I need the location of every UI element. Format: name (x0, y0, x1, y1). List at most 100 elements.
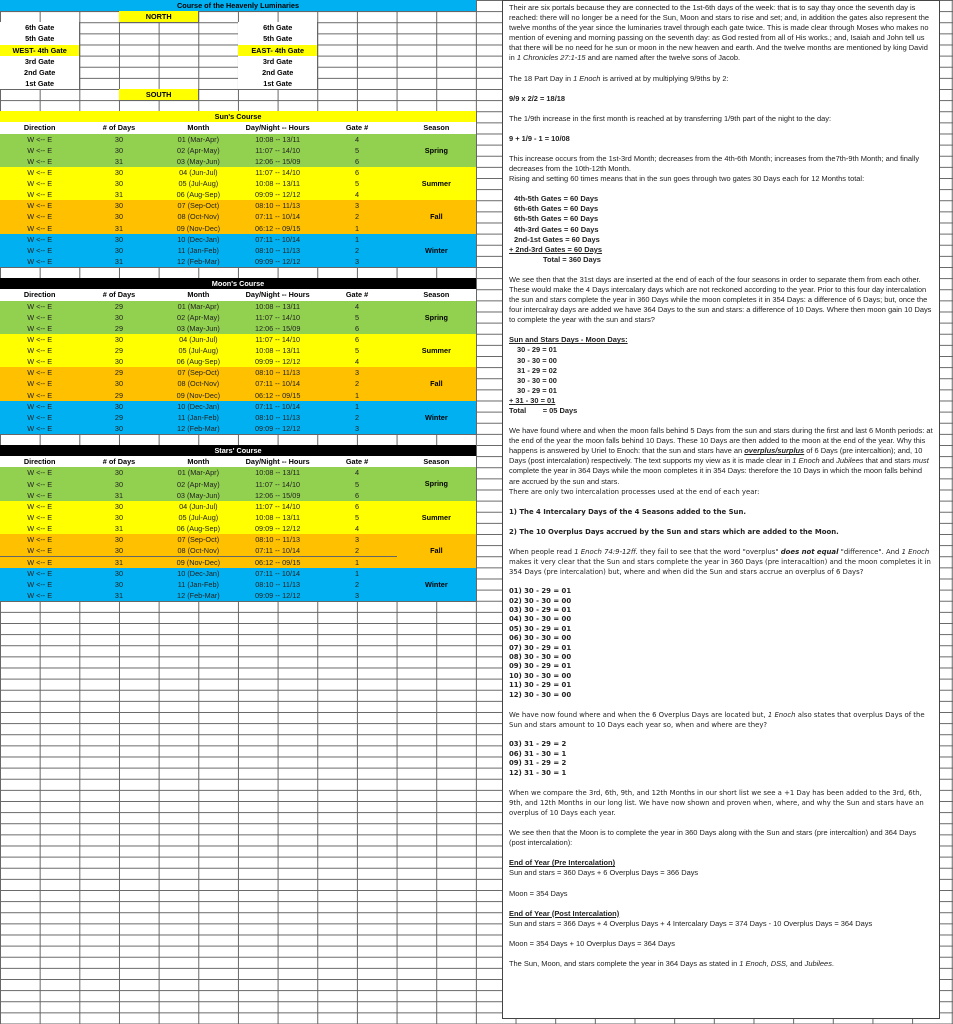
sheet-title[interactable]: Course of the Heavenly Luminaries (0, 0, 478, 13)
long-list-line: 11) 30 - 29 = 01 (509, 681, 572, 690)
diff-heading: Sun and Stars Days - Moon Days: (509, 335, 628, 345)
emphasis-text: 1 Enoch (901, 547, 930, 556)
paragraph-portals: Their are six portals because they are c… (509, 3, 933, 64)
paragraph-6-overplus: We have now found where and when the 6 O… (509, 710, 933, 730)
paragraph-31st-days: We see then that the 31st days are inser… (509, 274, 932, 325)
season-cell[interactable]: Summer (396, 166, 478, 202)
post-intercalation-heading: End of Year (Post Intercalation) (509, 908, 620, 918)
table-cell[interactable]: W <-- E (0, 255, 81, 269)
table-cell[interactable]: 12 (Feb-Mar) (158, 589, 239, 602)
long-list-line: 02) 30 - 30 = 00 (509, 596, 572, 605)
long-list: 01) 30 - 29 = 01 02) 30 - 30 = 00 03) 30 -… (509, 587, 933, 700)
short-list: 03) 31 - 29 = 2 06) 31 - 30 = 1 09) 31 - 2… (509, 740, 933, 778)
long-list-line: 09) 30 - 29 = 01 (509, 662, 572, 671)
season-cell[interactable]: Spring (396, 133, 478, 168)
paragraph-conclusion: The Sun, Moon, and stars complete the ye… (509, 959, 933, 969)
long-list-line: 08) 30 - 30 = 00 (509, 653, 572, 662)
pre-moon: Moon = 354 Days (509, 888, 568, 898)
north-label[interactable]: NORTH (119, 11, 200, 24)
diff-line: 30 - 29 = 01 (517, 345, 557, 355)
emphasis-text: Jubilees (804, 958, 832, 968)
long-list-line: 10) 30 - 30 = 00 (509, 671, 572, 680)
text-segment: Their are six portals because they are c… (509, 3, 930, 63)
pre-intercalation-heading: End of Year (Pre Intercalation) (509, 858, 616, 868)
table-cell[interactable]: W <-- E (0, 589, 81, 602)
short-list-line: 09) 31 - 29 = 2 (509, 759, 567, 768)
text-segment: and are named after the twelve sons of J… (585, 53, 741, 63)
emphasis-text: 1 Enoch (573, 73, 601, 83)
text-segment: makes it very clear that the Sun and sta… (509, 558, 931, 577)
season-cell[interactable]: Summer (396, 333, 478, 369)
season-cell[interactable]: Fall (396, 367, 478, 402)
season-cell[interactable]: Winter (396, 233, 478, 269)
table-cell[interactable]: 12 (Feb-Mar) (158, 255, 239, 269)
paragraph-moon-behind: We have found where and when the moon fa… (509, 426, 933, 487)
table-cell[interactable]: W <-- E (0, 422, 81, 436)
paragraph-moon-complete: We see then that the Moon is to complete… (509, 828, 917, 848)
emphasis-text: overplus/surplus (744, 446, 805, 456)
text-segment: also states that overplus Days of the Su… (509, 711, 925, 730)
paragraph-18-part: The 18 Part Day in 1 Enoch is arrived at… (509, 74, 933, 84)
diff-line: 31 - 29 = 02 (517, 365, 557, 375)
season-cell[interactable]: Spring (396, 300, 478, 335)
text-segment: complete the year in 364 Days while the … (509, 466, 923, 486)
paragraph-increase: The 1/9th increase in the first month is… (509, 113, 832, 123)
table-cell[interactable]: 30 (79, 422, 160, 436)
text-segment: is arrived at by multiplying 9/9ths by 2… (600, 73, 729, 83)
season-cell[interactable]: Fall (396, 534, 478, 569)
table-cell[interactable]: 31 (79, 255, 160, 269)
emphasis-text: Jubilees (836, 456, 864, 466)
table-cell[interactable]: 31 (79, 589, 160, 602)
paragraph-rising: Rising and setting 60 times means that i… (509, 174, 865, 184)
west-gate-label[interactable]: 1st Gate (0, 77, 81, 91)
season-cell[interactable]: Fall (396, 200, 478, 235)
east-gate-label[interactable]: 1st Gate (238, 77, 319, 91)
gate-sum-line: 4th-3rd Gates = 60 Days (514, 224, 599, 234)
post-moon: Moon = 354 Days + 10 Overplus Days = 364… (509, 938, 675, 948)
heading-intercalary: 1) The 4 Intercalary Days of the 4 Seaso… (509, 507, 746, 516)
emphasis-text: 1 Enoch (767, 711, 796, 720)
diff-list: 30 - 29 = 01 30 - 30 = 00 31 - 29 = 02 30 -… (509, 345, 933, 406)
diff-line: 30 - 29 = 01 (517, 385, 557, 395)
heading-overplus: 2) The 10 Overplus Days accrued by the S… (509, 527, 839, 536)
paragraph-occurs: This increase occurs from the 1st-3rd Mo… (509, 153, 920, 174)
season-cell[interactable]: Winter (396, 400, 478, 436)
text-segment: We have now found where and when the 6 O… (509, 711, 768, 720)
gate-sum-line: 4th-5th Gates = 60 Days (514, 194, 599, 204)
text-segment: The Sun, Moon, and stars complete the ye… (509, 958, 740, 968)
post-sun-stars: Sun and stars = 366 Days + 4 Overplus Da… (509, 918, 873, 928)
gate-sum-line: 6th-5th Gates = 60 Days (514, 214, 599, 224)
short-list-line: 03) 31 - 29 = 2 (509, 740, 567, 749)
gate-sum-line: 6th-6th Gates = 60 Days (514, 204, 599, 214)
emphasis-text: 1 Enoch (792, 456, 820, 466)
long-list-line: 03) 30 - 29 = 01 (509, 606, 572, 615)
diff-line: + 31 - 30 = 01 (509, 395, 556, 405)
pre-sun-stars: Sun and stars = 360 Days + 6 Overplus Da… (509, 868, 699, 878)
text-segment: and (819, 456, 837, 466)
text-segment: they fail to see that the word "overplus… (637, 547, 781, 556)
emphasis-text: 1 Enoch 74:9-12ff. (574, 547, 638, 556)
table-cell[interactable]: 09:09 -- 12/12 (238, 255, 319, 269)
table-cell[interactable]: 3 (317, 255, 398, 269)
emphasis-text: 1 Chronicles 27:1-15 (516, 53, 586, 63)
table-cell[interactable]: 3 (317, 589, 398, 602)
season-cell[interactable]: Summer (396, 500, 478, 536)
season-cell[interactable]: Winter (396, 567, 478, 602)
long-list-line: 05) 30 - 29 = 01 (509, 624, 572, 633)
long-list-line: 12) 30 - 30 = 00 (509, 690, 572, 699)
table-cell[interactable]: 3 (317, 422, 398, 436)
table-cell[interactable]: 09:09 -- 12/12 (238, 422, 319, 436)
diff-line: 30 - 30 = 00 (517, 375, 557, 385)
text-segment: of 6 Days (pre intercaltion); and, 10 Da… (509, 446, 923, 466)
long-list-line: 06) 30 - 30 = 00 (509, 634, 572, 643)
season-cell[interactable]: Spring (396, 467, 478, 502)
gate-sum-line: + 2nd-3rd Gates = 60 Days (509, 244, 603, 254)
gate-sum-line: 2nd-1st Gates = 60 Days (514, 234, 600, 244)
short-list-line: 12) 31 - 30 = 1 (509, 768, 567, 777)
paragraph-compare: When we compare the 3rd, 6th, 9th, and 1… (509, 788, 924, 818)
south-label[interactable]: SOUTH (119, 89, 200, 102)
emphasis-text: 1 Enoch, DSS, (739, 958, 789, 968)
long-list-line: 04) 30 - 30 = 00 (509, 615, 572, 624)
table-cell[interactable]: 12 (Feb-Mar) (158, 422, 239, 436)
table-cell[interactable]: 09:09 -- 12/12 (238, 589, 319, 602)
